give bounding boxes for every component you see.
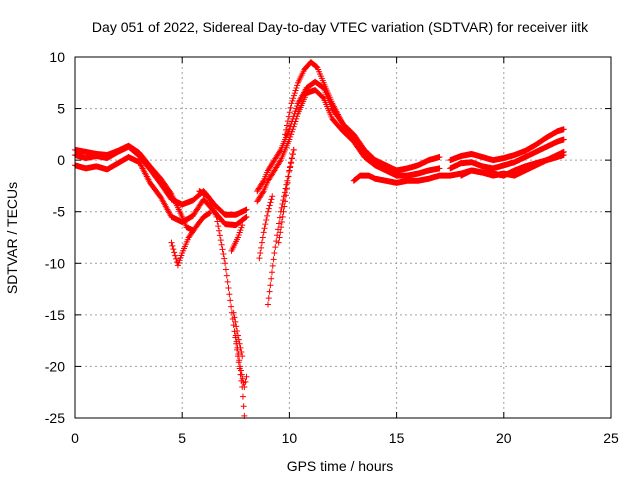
series-marks bbox=[232, 332, 250, 391]
series-track-7 bbox=[232, 332, 250, 391]
x-tick-labels: 0 5 10 15 20 25 bbox=[71, 430, 619, 446]
series-track-2 bbox=[72, 154, 250, 229]
y-tick-label: -25 bbox=[45, 410, 65, 426]
series-track-12 bbox=[256, 193, 276, 262]
y-tick-label: 5 bbox=[57, 101, 65, 117]
series-marks bbox=[282, 59, 379, 169]
y-tick-label: -15 bbox=[45, 307, 65, 323]
y-tick-label: 10 bbox=[49, 49, 65, 65]
x-tick-label: 10 bbox=[282, 430, 298, 446]
y-tick-label: 0 bbox=[57, 152, 65, 168]
grid-lines bbox=[75, 57, 611, 418]
y-tick-label: -5 bbox=[53, 204, 66, 220]
x-axis-label: GPS time / hours bbox=[287, 458, 394, 474]
x-tick-label: 20 bbox=[496, 430, 512, 446]
y-tick-labels: -25 -20 -15 -10 -5 0 5 10 bbox=[45, 49, 65, 426]
axis-ticks bbox=[74, 56, 612, 419]
series-track-8 bbox=[228, 222, 246, 254]
series-marks bbox=[230, 309, 246, 360]
y-axis-label: SDTVAR / TECUs bbox=[4, 182, 20, 294]
chart-title: Day 051 of 2022, Sidereal Day-to-day VTE… bbox=[92, 19, 589, 35]
series-track-17 bbox=[447, 136, 567, 172]
y-tick-label: -20 bbox=[45, 358, 65, 374]
y-tick-label: -10 bbox=[45, 255, 65, 271]
x-tick-label: 15 bbox=[389, 430, 405, 446]
series-track-18 bbox=[457, 151, 567, 179]
series-track-11 bbox=[282, 59, 379, 169]
plot-frame bbox=[74, 56, 612, 419]
series-marks bbox=[447, 136, 567, 172]
series-marks bbox=[447, 126, 567, 164]
series-track-14 bbox=[275, 146, 297, 246]
series-marks bbox=[275, 146, 297, 246]
series-marks bbox=[457, 151, 567, 179]
x-tick-label: 0 bbox=[71, 430, 79, 446]
series-marks bbox=[256, 193, 276, 262]
series-track-6 bbox=[230, 309, 246, 360]
series-marks bbox=[72, 154, 250, 229]
x-tick-label: 25 bbox=[603, 430, 619, 446]
series-marks bbox=[228, 222, 246, 254]
series-track-4 bbox=[168, 209, 214, 269]
series-marks bbox=[168, 209, 214, 269]
series-track-16 bbox=[447, 126, 567, 164]
x-tick-label: 5 bbox=[178, 430, 186, 446]
data-series bbox=[72, 59, 567, 419]
